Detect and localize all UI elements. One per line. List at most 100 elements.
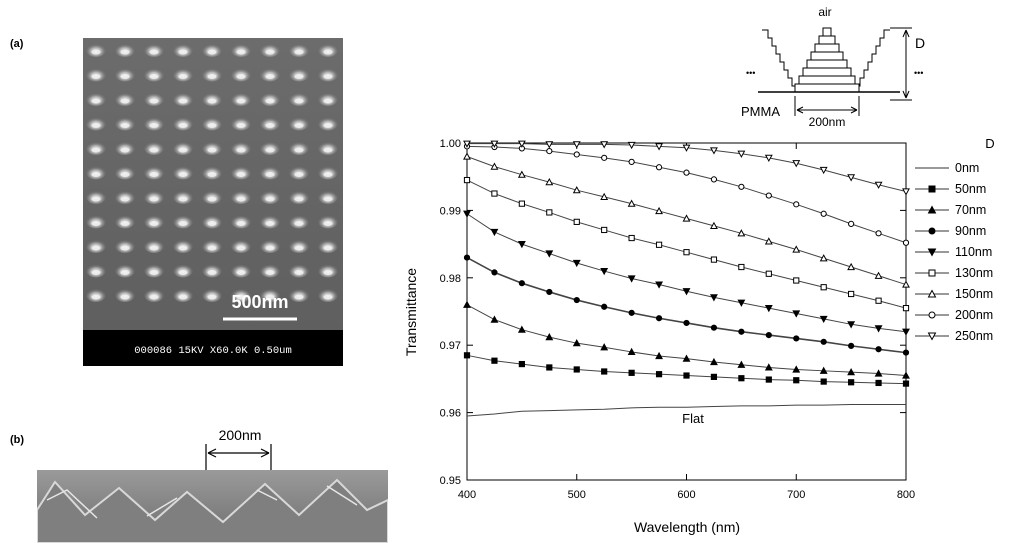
data-point	[655, 206, 664, 215]
data-point	[600, 141, 609, 149]
series-110nm	[463, 210, 910, 336]
legend-label: 90nm	[955, 224, 986, 238]
sem-info-text: 000086 15KV X60.0K 0.50um	[134, 345, 292, 357]
data-point	[546, 209, 553, 216]
data-point	[490, 228, 499, 237]
data-point	[902, 239, 910, 246]
x-tick-label: 500	[568, 489, 586, 501]
series-90nm	[463, 254, 910, 356]
data-point	[819, 254, 828, 262]
data-point	[738, 183, 745, 190]
data-point	[627, 275, 636, 283]
data-point	[683, 169, 690, 176]
data-point	[682, 144, 691, 152]
legend-label: 200nm	[955, 308, 993, 322]
data-point	[573, 366, 580, 373]
data-point	[792, 310, 801, 318]
legend-label: 0nm	[955, 161, 979, 175]
data-point	[627, 141, 636, 150]
data-point	[517, 170, 526, 178]
right-partial-stack	[858, 29, 894, 93]
legend-label: 150nm	[955, 287, 993, 301]
y-tick-label: 0.98	[440, 273, 461, 285]
data-point	[627, 347, 636, 356]
cone-profile	[37, 478, 388, 543]
data-point	[463, 140, 471, 148]
sem-top-view-image: 500nm 000086 15KV X60.0K 0.50um	[83, 38, 343, 366]
data-point	[573, 296, 580, 304]
data-point	[573, 218, 580, 225]
data-point	[737, 299, 746, 307]
data-point	[518, 280, 525, 287]
data-point	[764, 363, 773, 371]
data-point	[655, 143, 664, 151]
data-point	[738, 263, 745, 271]
data-point	[601, 226, 608, 234]
data-point	[517, 241, 526, 249]
data-point	[710, 256, 718, 263]
data-point	[683, 372, 690, 379]
schematic-ellipsis-right: •••	[914, 68, 923, 78]
data-point	[572, 339, 581, 347]
data-point	[765, 376, 772, 383]
data-point	[793, 201, 800, 208]
x-tick-label: 600	[677, 489, 695, 501]
data-point	[902, 380, 910, 387]
data-point	[573, 151, 580, 158]
y-tick-label: 0.97	[440, 340, 461, 352]
data-point	[546, 288, 553, 296]
series-130nm	[463, 176, 910, 312]
data-point	[491, 357, 498, 364]
legend: D 0nm 50nm 70nm 90nm 110nm 130nm 150nm 200nm 250n…	[915, 136, 995, 343]
data-point	[793, 377, 800, 384]
legend-item-150nm: 150nm	[915, 287, 993, 301]
data-point	[710, 373, 718, 380]
series-250nm	[463, 140, 910, 196]
data-point	[764, 305, 773, 313]
data-point	[874, 369, 883, 377]
legend-item-200nm: 200nm	[915, 308, 993, 322]
data-point	[820, 210, 827, 217]
data-point	[490, 315, 499, 323]
panel-label-a: (a)	[10, 38, 24, 50]
schematic-air-label: air	[818, 5, 831, 19]
data-point	[601, 303, 608, 310]
data-point	[627, 199, 636, 207]
data-point	[628, 309, 635, 316]
x-axis: 400 500 600 700 800	[458, 143, 915, 501]
data-point	[848, 342, 855, 349]
data-point	[902, 305, 910, 312]
data-point	[847, 262, 856, 271]
data-point	[655, 315, 663, 322]
legend-item-0nm: 0nm	[915, 161, 979, 175]
data-point	[737, 150, 746, 158]
data-point	[518, 360, 525, 368]
data-point	[545, 332, 554, 341]
data-point	[738, 328, 745, 335]
data-point	[600, 192, 609, 201]
data-point	[902, 280, 910, 288]
data-point	[572, 141, 581, 149]
data-point	[927, 205, 937, 214]
data-point	[601, 154, 608, 161]
x-tick-label: 800	[897, 489, 915, 501]
data-point	[902, 371, 910, 379]
data-point	[709, 221, 718, 230]
flat-annotation: Flat	[682, 411, 704, 426]
data-point	[819, 166, 828, 175]
legend-item-110nm: 110nm	[915, 245, 992, 259]
period-arrowhead-left	[207, 448, 217, 458]
data-point	[848, 220, 855, 227]
scale-bar-label: 500nm	[231, 292, 288, 312]
data-point	[927, 248, 937, 257]
data-point	[655, 164, 663, 171]
data-point	[463, 352, 471, 359]
legend-label: 110nm	[955, 245, 992, 259]
x-axis-label: Wavelength (nm)	[634, 519, 740, 535]
data-point	[463, 152, 471, 160]
data-point	[491, 269, 498, 276]
data-point	[875, 230, 882, 237]
sem-info-bar	[83, 330, 343, 366]
data-point	[682, 288, 691, 296]
data-point	[928, 227, 936, 235]
